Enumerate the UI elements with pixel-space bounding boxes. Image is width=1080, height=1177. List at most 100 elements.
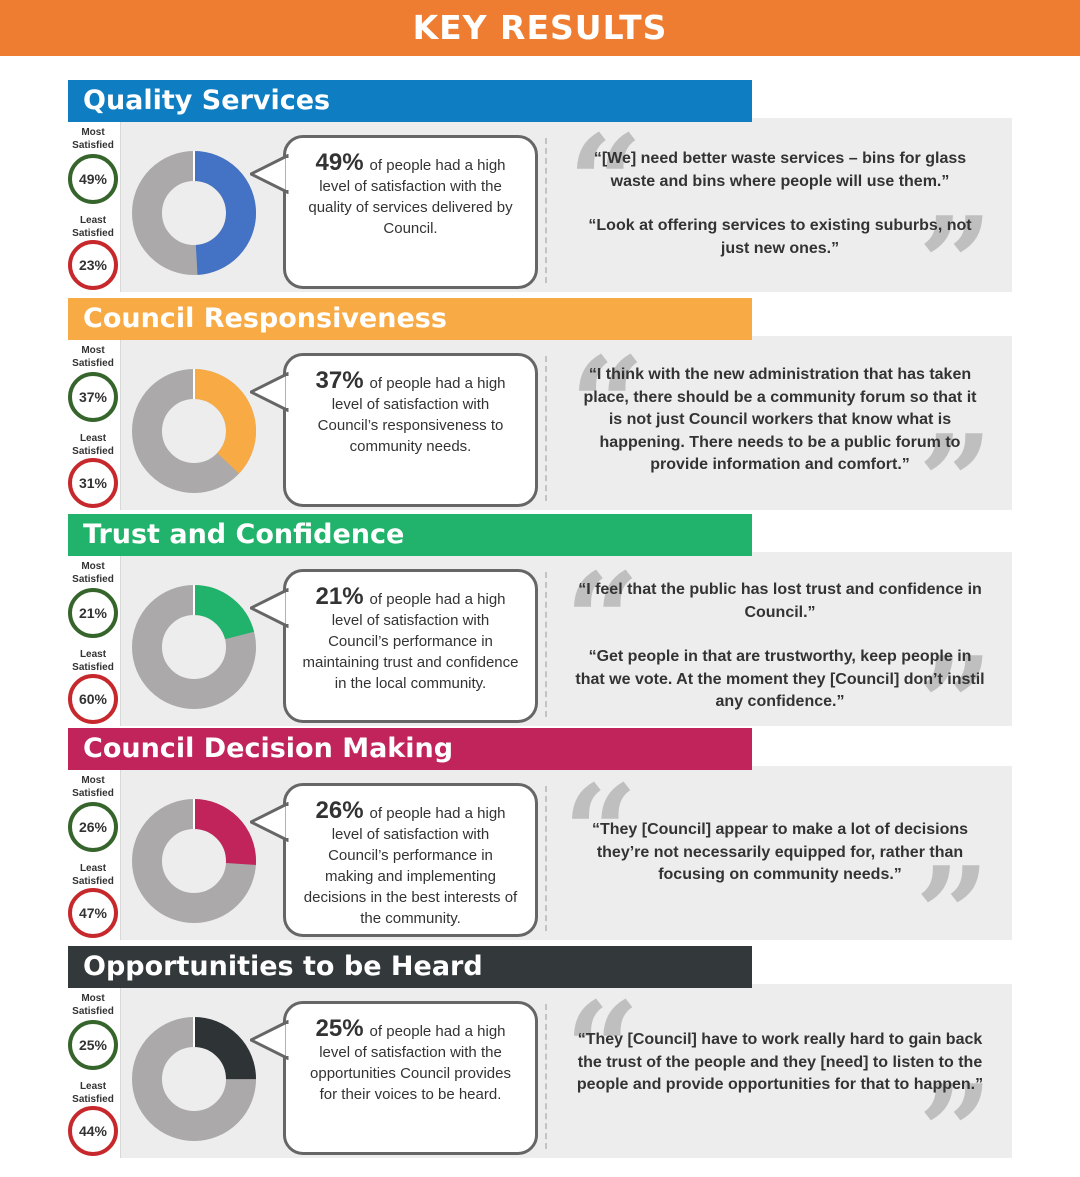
quote-panel bbox=[120, 766, 1012, 940]
least-satisfied-value: 23% bbox=[68, 240, 118, 290]
quote-block: “I feel that the public has lost trust a… bbox=[575, 579, 985, 714]
stat-description: of people had a high level of satisfacti… bbox=[308, 157, 513, 237]
donut-svg bbox=[132, 585, 256, 709]
stat-percentage: 49% bbox=[315, 149, 364, 176]
least-satisfied-value: 47% bbox=[68, 888, 118, 938]
bubble-pointer-shape bbox=[250, 1020, 289, 1060]
quote-text: “I think with the new administration tha… bbox=[583, 366, 977, 473]
satisfaction-donut bbox=[132, 369, 256, 493]
stat-bubble: 26% of people had a high level of satisfa… bbox=[283, 783, 538, 937]
bubble-pointer bbox=[250, 372, 292, 412]
bubble-pointer-joint bbox=[286, 1024, 292, 1056]
open-quote-icon: “ bbox=[565, 544, 640, 697]
satisfaction-donut bbox=[132, 585, 256, 709]
quote-text: “I feel that the public has lost trust a… bbox=[578, 581, 982, 621]
stat-bubble: 25% of people had a high level of satisfa… bbox=[283, 1001, 538, 1155]
open-quote-icon: “ bbox=[563, 756, 638, 909]
least-satisfied-label: Least Satisfied bbox=[72, 863, 114, 887]
donut-svg bbox=[132, 369, 256, 493]
most-satisfied-label: Most Satisfied bbox=[72, 561, 114, 585]
least-satisfied-value: 31% bbox=[68, 458, 118, 508]
close-quote-icon: ” bbox=[915, 838, 990, 991]
quote-text: “Look at offering services to existing s… bbox=[588, 217, 972, 257]
most-satisfied-label: Most Satisfied bbox=[72, 127, 114, 151]
result-section: Council Decision Making Most Satisfied 26%… bbox=[0, 728, 1080, 940]
section-title: Council Responsiveness bbox=[68, 298, 752, 340]
bubble-pointer-joint bbox=[286, 376, 292, 408]
quote-block: “I think with the new administration tha… bbox=[575, 364, 985, 477]
result-section: Trust and Confidence Most Satisfied 21% Lea… bbox=[0, 514, 1080, 726]
bubble-pointer-joint bbox=[286, 158, 292, 190]
most-satisfied-value: 37% bbox=[68, 372, 118, 422]
donut-svg bbox=[132, 799, 256, 923]
most-satisfied-value: 26% bbox=[68, 802, 118, 852]
least-satisfied-value: 44% bbox=[68, 1106, 118, 1156]
divider bbox=[545, 786, 547, 931]
bubble-pointer-joint bbox=[286, 592, 292, 624]
result-section: Opportunities to be Heard Most Satisfied 2… bbox=[0, 946, 1080, 1158]
bubble-pointer-shape bbox=[250, 588, 289, 628]
stat-percentage: 37% bbox=[315, 367, 364, 394]
satisfaction-donut bbox=[132, 151, 256, 275]
quote-panel bbox=[120, 984, 1012, 1158]
bubble-pointer bbox=[250, 588, 292, 628]
satisfaction-donut bbox=[132, 1017, 256, 1141]
quote-text: “[We] need better waste services – bins … bbox=[593, 150, 967, 190]
bubble-pointer bbox=[250, 1020, 292, 1060]
least-satisfied-value: 60% bbox=[68, 674, 118, 724]
quote-text: “Get people in that are trustworthy, kee… bbox=[575, 648, 985, 710]
quote-panel bbox=[120, 336, 1012, 510]
most-satisfied-label: Most Satisfied bbox=[72, 775, 114, 799]
least-satisfied-label: Least Satisfied bbox=[72, 215, 114, 239]
donut-svg bbox=[132, 1017, 256, 1141]
stat-percentage: 25% bbox=[315, 1015, 364, 1042]
bubble-pointer-joint bbox=[286, 806, 292, 838]
close-quote-icon: ” bbox=[918, 406, 993, 559]
section-title: Opportunities to be Heard bbox=[68, 946, 752, 988]
most-satisfied-label: Most Satisfied bbox=[72, 993, 114, 1017]
stat-bubble: 49% of people had a high level of satisfa… bbox=[283, 135, 538, 289]
stat-bubble: 21% of people had a high level of satisfa… bbox=[283, 569, 538, 723]
stat-description: of people had a high level of satisfacti… bbox=[310, 1023, 511, 1103]
stat-percentage: 21% bbox=[315, 583, 364, 610]
quote-text: “They [Council] have to work really hard… bbox=[576, 1031, 984, 1093]
bubble-pointer bbox=[250, 802, 292, 842]
least-satisfied-label: Least Satisfied bbox=[72, 1081, 114, 1105]
least-satisfied-label: Least Satisfied bbox=[72, 433, 114, 457]
divider bbox=[545, 572, 547, 717]
stat-bubble: 37% of people had a high level of satisfa… bbox=[283, 353, 538, 507]
most-satisfied-value: 25% bbox=[68, 1020, 118, 1070]
close-quote-icon: ” bbox=[918, 628, 993, 781]
stat-description: of people had a high level of satisfacti… bbox=[302, 591, 519, 692]
result-section: Council Responsiveness Most Satisfied 37% L… bbox=[0, 298, 1080, 510]
close-quote-icon: ” bbox=[918, 1056, 993, 1177]
quote-text: “They [Council] appear to make a lot of … bbox=[591, 821, 969, 883]
section-title: Council Decision Making bbox=[68, 728, 752, 770]
stat-percentage: 26% bbox=[315, 797, 364, 824]
bubble-pointer-shape bbox=[250, 372, 289, 412]
quote-block: “They [Council] appear to make a lot of … bbox=[575, 819, 985, 887]
stat-description: of people had a high level of satisfacti… bbox=[303, 805, 518, 927]
bubble-pointer bbox=[250, 154, 292, 194]
bubble-pointer-shape bbox=[250, 802, 289, 842]
donut-svg bbox=[132, 151, 256, 275]
quote-panel bbox=[120, 552, 1012, 726]
quote-block: “They [Council] have to work really hard… bbox=[575, 1029, 985, 1097]
divider bbox=[545, 1004, 547, 1149]
key-results-banner: KEY RESULTS bbox=[0, 0, 1080, 56]
section-title: Quality Services bbox=[68, 80, 752, 122]
open-quote-icon: “ bbox=[565, 973, 640, 1126]
close-quote-icon: ” bbox=[918, 188, 993, 341]
open-quote-icon: “ bbox=[570, 328, 645, 481]
most-satisfied-value: 49% bbox=[68, 154, 118, 204]
section-title: Trust and Confidence bbox=[68, 514, 752, 556]
most-satisfied-value: 21% bbox=[68, 588, 118, 638]
quote-block: “[We] need better waste services – bins … bbox=[575, 148, 985, 260]
divider bbox=[545, 356, 547, 501]
least-satisfied-label: Least Satisfied bbox=[72, 649, 114, 673]
result-section: Quality Services Most Satisfied 49% Least S… bbox=[0, 80, 1080, 292]
most-satisfied-label: Most Satisfied bbox=[72, 345, 114, 369]
divider bbox=[545, 138, 547, 283]
open-quote-icon: “ bbox=[568, 106, 643, 259]
bubble-pointer-shape bbox=[250, 154, 289, 194]
